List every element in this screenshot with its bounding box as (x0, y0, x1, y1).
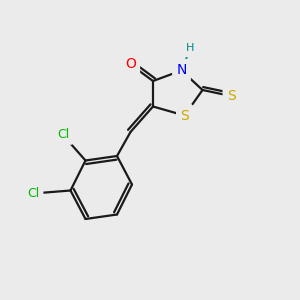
Text: S: S (178, 106, 190, 124)
Text: N: N (176, 64, 187, 77)
Text: O: O (123, 56, 138, 74)
Text: Cl: Cl (25, 186, 41, 201)
Text: S: S (180, 109, 189, 122)
Text: S: S (226, 89, 236, 103)
Text: Cl: Cl (27, 187, 39, 200)
Text: H: H (185, 41, 196, 55)
Text: H: H (186, 43, 195, 53)
Text: Cl: Cl (57, 128, 69, 142)
Text: N: N (175, 61, 188, 80)
Text: O: O (125, 58, 136, 71)
Text: S: S (225, 87, 237, 105)
Text: Cl: Cl (55, 128, 71, 142)
